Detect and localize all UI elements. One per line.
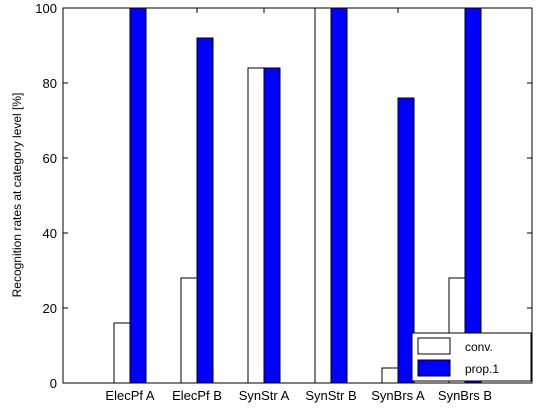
bar-conv-elecpf-b [180,277,198,384]
bar-conv-elecpf-a [113,322,131,384]
y-axis: 0 20 40 60 80 100 [35,1,532,391]
x-tick-label: SynBrs B [438,388,492,403]
bar-prop1-elecpf-a [129,7,147,384]
y-tick-label: 0 [50,376,57,391]
y-tick-label: 100 [35,1,57,16]
legend-swatch-conv [417,337,451,355]
x-tick-label: ElecPf B [172,388,222,403]
legend-label-conv: conv. [465,340,493,354]
y-tick-label: 80 [43,76,57,91]
bar-prop1-synstr-a [263,67,281,384]
bar-conv-synstr-b [314,7,332,384]
bar-prop1-synbrs-b [464,7,482,384]
bar-conv-synstr-a [247,67,265,384]
x-tick-label: SynBrs A [371,388,425,403]
x-tick-label: SynStr A [239,388,290,403]
bar-prop1-synstr-b [330,7,348,384]
legend: conv. prop.1 [411,332,532,382]
legend-swatch-prop1 [417,359,451,377]
bar-prop1-elecpf-b [196,37,214,384]
bar-conv-synbrs-a [381,367,399,384]
legend-label-prop1: prop.1 [465,362,499,376]
plot-frame [62,7,533,384]
y-tick-label: 60 [43,151,57,166]
x-axis: ElecPf A ElecPf B SynStr A SynStr B SynBrs A… [105,8,492,403]
x-tick-label: ElecPf A [105,388,154,403]
y-tick-label: 40 [43,226,57,241]
y-axis-label: Recognition rates at category level [%] [10,93,24,298]
y-tick-label: 20 [43,301,57,316]
x-tick-label: SynStr B [305,388,356,403]
